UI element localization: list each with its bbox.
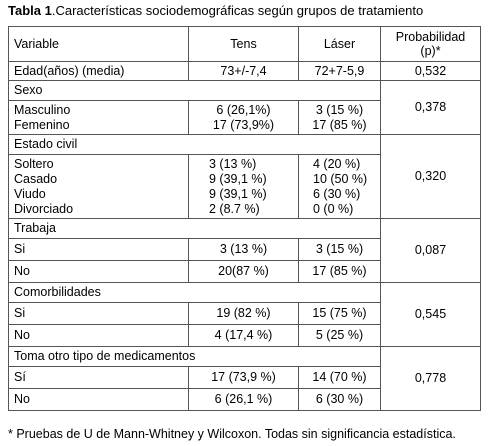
edad-label: Edad(años) (media) [8, 61, 189, 81]
medic-tens-no: 6 (26,1 %) [188, 388, 299, 411]
trabaja-tens-no: 20(87 %) [188, 260, 299, 283]
civil-labels: Soltero Casado Viudo Divorciado [8, 154, 189, 219]
comorb-label-si: Si [8, 302, 189, 325]
medic-p: 0,778 [380, 346, 481, 411]
section-title-row: Sexo 0,378 [8, 80, 481, 135]
table-row: Sí 17 (73,9 %) 14 (70 %) [8, 366, 481, 389]
comorb-tens-si: 19 (82 %) [188, 302, 299, 325]
table-row: Masculino Femenino 6 (26,1%) 17 (73,9%) 3 … [8, 100, 481, 135]
civil-tens-soltero: 3 (13 %) [209, 156, 257, 171]
civil-tens: 3 (13 %) 9 (39,1 %) 9 (39,1 %) 2 (8.7 %) [188, 154, 299, 219]
table-caption: Tabla 1.Características sociodemográfica… [8, 3, 423, 18]
civil-laser-divorciado: 0 (0 %) [313, 201, 354, 216]
medic-label-si: Sí [8, 366, 189, 389]
header-row: Variable Tens Láser Probabilidad (p)* [8, 26, 481, 62]
table-row: No 6 (26,1 %) 6 (30 %) [8, 388, 481, 411]
trabaja-laser-si: 3 (15 %) [298, 238, 381, 261]
civil-label-viudo: Viudo [14, 186, 46, 201]
sexo-tens-femenino: 17 (73,9%) [212, 117, 275, 132]
section-title-row: Comorbilidades 0,545 [8, 282, 481, 347]
sexo-label-masculino: Masculino [14, 102, 71, 117]
sexo-label-femenino: Femenino [14, 117, 70, 132]
sexo-laser: 3 (15 %) 17 (85 %) [298, 100, 381, 135]
medic-tens-si: 17 (73,9 %) [188, 366, 299, 389]
header-prob-line1: Probabilidad [395, 30, 466, 44]
civil-tens-casado: 9 (39,1 %) [209, 171, 267, 186]
edad-tens: 73+/-7,4 [188, 61, 299, 81]
civil-laser-viudo: 6 (30 %) [313, 186, 361, 201]
civil-tens-viudo: 9 (39,1 %) [209, 186, 267, 201]
comorb-laser-no: 5 (25 %) [298, 324, 381, 347]
header-laser: Láser [298, 26, 381, 62]
section-title-civil: Estado civil [8, 134, 381, 155]
header-prob-line2: (p)* [420, 44, 441, 58]
table-row: Soltero Casado Viudo Divorciado 3 (13 %) 9 (… [8, 154, 481, 219]
section-title-sexo: Sexo [8, 80, 381, 101]
edad-p: 0,532 [380, 61, 481, 81]
section-title-row: Estado civil 0,320 [8, 134, 481, 219]
table-number: Tabla 1 [8, 3, 52, 18]
medic-label-no: No [8, 388, 189, 411]
comorb-laser-si: 15 (75 %) [298, 302, 381, 325]
sexo-labels: Masculino Femenino [8, 100, 189, 135]
comorb-label-no: No [8, 324, 189, 347]
sexo-laser-femenino: 17 (85 %) [312, 117, 367, 132]
edad-laser: 72+7-5,9 [298, 61, 381, 81]
medic-laser-no: 6 (30 %) [298, 388, 381, 411]
header-tens: Tens [188, 26, 299, 62]
section-title-row: Toma otro tipo de medicamentos 0,778 [8, 346, 481, 411]
section-title-comorb: Comorbilidades [8, 282, 381, 303]
civil-tens-divorciado: 2 (8.7 %) [209, 201, 260, 216]
civil-label-divorciado: Divorciado [14, 201, 74, 216]
sexo-tens-masculino: 6 (26,1%) [216, 102, 271, 117]
comorb-p: 0,545 [380, 282, 481, 347]
civil-laser-casado: 10 (50 %) [313, 171, 368, 186]
header-probability: Probabilidad (p)* [380, 26, 481, 62]
trabaja-laser-no: 17 (85 %) [298, 260, 381, 283]
trabaja-p: 0,087 [380, 218, 481, 283]
sociodemographic-table: Variable Tens Láser Probabilidad (p)* Eda… [8, 26, 481, 411]
section-title-trabaja: Trabaja [8, 218, 381, 239]
sexo-tens: 6 (26,1%) 17 (73,9%) [188, 100, 299, 135]
table-row: No 20(87 %) 17 (85 %) [8, 260, 481, 283]
medic-laser-si: 14 (70 %) [298, 366, 381, 389]
header-variable: Variable [8, 26, 189, 62]
section-title-row: Trabaja 0,087 [8, 218, 481, 283]
table-footnote: * Pruebas de U de Mann-Whitney y Wilcoxo… [8, 427, 456, 441]
civil-laser-soltero: 4 (20 %) [313, 156, 361, 171]
civil-laser: 4 (20 %) 10 (50 %) 6 (30 %) 0 (0 %) [298, 154, 381, 219]
trabaja-label-no: No [8, 260, 189, 283]
trabaja-label-si: Si [8, 238, 189, 261]
sexo-p: 0,378 [380, 80, 481, 135]
sexo-laser-masculino: 3 (15 %) [315, 102, 364, 117]
table-row-edad: Edad(años) (media) 73+/-7,4 72+7-5,9 0,5… [8, 61, 481, 81]
civil-label-casado: Casado [14, 171, 58, 186]
table-row: No 4 (17,4 %) 5 (25 %) [8, 324, 481, 347]
trabaja-tens-si: 3 (13 %) [188, 238, 299, 261]
section-title-medic: Toma otro tipo de medicamentos [8, 346, 381, 367]
civil-p: 0,320 [380, 134, 481, 219]
table-caption-text: .Características sociodemográficas según… [51, 3, 424, 18]
comorb-tens-no: 4 (17,4 %) [188, 324, 299, 347]
civil-label-soltero: Soltero [14, 156, 54, 171]
